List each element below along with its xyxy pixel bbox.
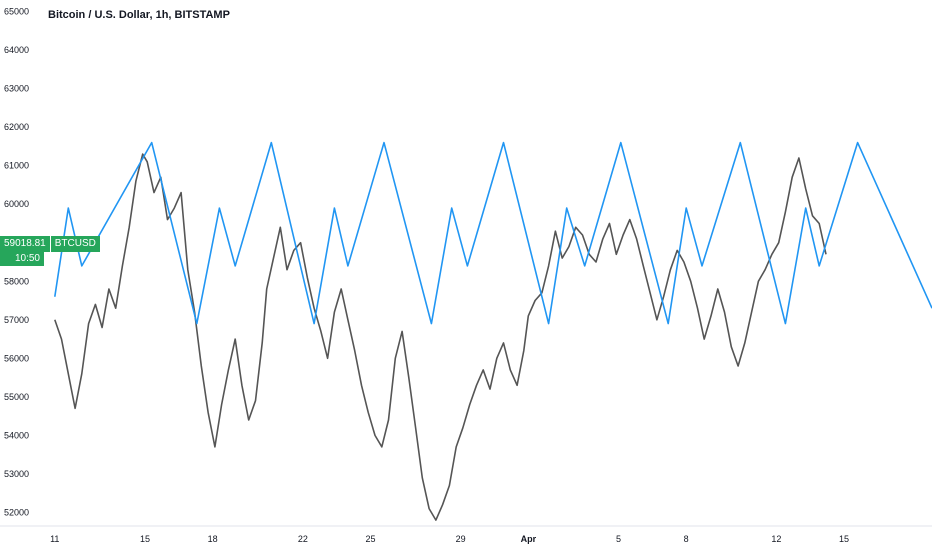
- y-tick-label: 65000: [4, 7, 29, 17]
- y-tick-label: 56000: [4, 353, 29, 363]
- y-tick-label: 53000: [4, 469, 29, 479]
- x-tick-label: 15: [839, 534, 849, 544]
- y-tick-label: 55000: [4, 392, 29, 402]
- x-tick-label: Apr: [521, 534, 537, 544]
- x-tick-label: 8: [684, 534, 689, 544]
- y-tick-label: 52000: [4, 507, 29, 517]
- last-price-tag: 59018.81 BTCUSD 10:50: [0, 236, 100, 266]
- x-tick-label: 15: [140, 534, 150, 544]
- x-tick-label: 11: [50, 534, 59, 544]
- chart-title: Bitcoin / U.S. Dollar, 1h, BITSTAMP: [48, 9, 230, 21]
- x-axis: 11 15 18 22 25 29 Apr 5 8 12 15: [0, 525, 932, 544]
- x-tick-label: 22: [298, 534, 308, 544]
- last-price-label: 59018.81: [0, 236, 50, 252]
- x-tick-label: 5: [616, 534, 621, 544]
- y-tick-label: 62000: [4, 122, 29, 132]
- plot-area[interactable]: [54, 141, 932, 521]
- indicator-line: [54, 141, 932, 325]
- bar-countdown-label: 10:50: [0, 252, 44, 266]
- x-tick-label: 12: [771, 534, 781, 544]
- y-tick-label: 54000: [4, 430, 29, 440]
- symbol-label: BTCUSD: [50, 236, 100, 252]
- y-tick-label: 64000: [4, 45, 29, 55]
- price-line: [54, 153, 827, 521]
- x-tick-label: 25: [365, 534, 375, 544]
- y-tick-label: 61000: [4, 161, 29, 171]
- y-tick-label: 63000: [4, 84, 29, 94]
- y-tick-label: 57000: [4, 315, 29, 325]
- x-tick-label: 29: [456, 534, 466, 544]
- y-tick-label: 58000: [4, 276, 29, 286]
- y-tick-label: 60000: [4, 199, 29, 209]
- x-tick-label: 18: [208, 534, 218, 544]
